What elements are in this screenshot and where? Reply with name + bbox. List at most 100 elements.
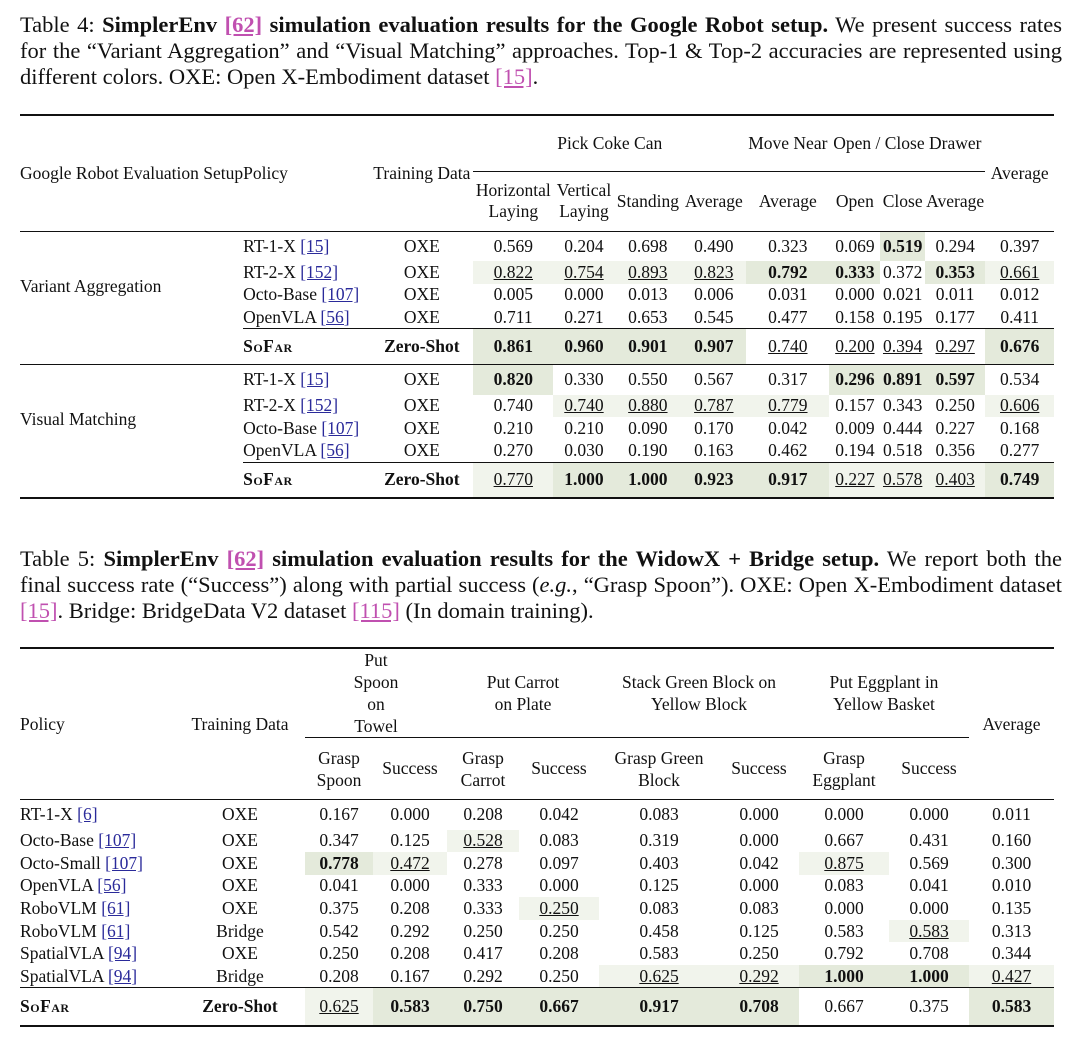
value-cell: 0.208 bbox=[390, 898, 430, 919]
table5-caption-ref2-link[interactable]: [15] bbox=[20, 598, 58, 623]
value-cell: 0.042 bbox=[539, 804, 579, 825]
citation-link[interactable]: [107] bbox=[321, 417, 360, 438]
t5-header-success-spoon: Success bbox=[382, 758, 438, 778]
policy-name: Octo-Small bbox=[20, 852, 106, 873]
value-cell: 0.545 bbox=[694, 306, 734, 327]
value-cell: 0.661 bbox=[985, 261, 1054, 284]
citation-link[interactable]: [152] bbox=[300, 261, 339, 282]
table-row: RoboVLM [61] Bridge 0.542 0.292 0.250 0.250 0.… bbox=[20, 919, 1054, 943]
citation-link[interactable]: [107] bbox=[105, 852, 143, 873]
table4-caption: Table 4: SimplerEnv [62] simulation eval… bbox=[20, 12, 1062, 89]
table4-caption-ref-link[interactable]: [62] bbox=[224, 12, 263, 37]
value-cell: 0.200 bbox=[835, 336, 875, 356]
value-cell: 0.676 bbox=[985, 328, 1054, 365]
value-cell: 0.901 bbox=[614, 328, 682, 365]
value-cell: 0.823 bbox=[681, 261, 747, 284]
value-cell: 0.160 bbox=[991, 830, 1032, 851]
policy-cell-sofar: SoFar bbox=[243, 469, 293, 490]
citation-link[interactable]: [6] bbox=[77, 804, 98, 825]
citation-link[interactable]: [56] bbox=[97, 875, 127, 896]
citation-link[interactable]: [107] bbox=[321, 284, 360, 305]
citation-link[interactable]: [61] bbox=[101, 898, 131, 919]
citation-link[interactable]: [107] bbox=[98, 830, 137, 851]
policy-cell: Octo-Small [107] bbox=[20, 852, 175, 875]
value-cell: 0.356 bbox=[935, 440, 975, 460]
value-cell: 0.653 bbox=[628, 306, 668, 327]
value-cell: 0.317 bbox=[768, 369, 808, 390]
t5-header-put-carrot: Put Carrot on Plate bbox=[447, 648, 599, 738]
value-cell: 0.157 bbox=[835, 395, 875, 416]
table4-caption-ref2-link[interactable]: [15] bbox=[495, 64, 533, 89]
citation-link[interactable]: [15] bbox=[300, 235, 330, 256]
t5-header-training-data: Training Data bbox=[191, 713, 289, 734]
value-cell: 0.000 bbox=[824, 804, 864, 825]
table5-caption-title-post: simulation evaluation results for the Wi… bbox=[264, 546, 880, 571]
value-cell: 0.578 bbox=[880, 462, 925, 498]
value-cell: 0.770 bbox=[473, 462, 554, 498]
value-cell: 0.168 bbox=[1000, 417, 1040, 438]
table5-caption-ref3-link[interactable]: [115] bbox=[352, 598, 400, 623]
citation-link[interactable]: [15] bbox=[300, 369, 330, 390]
value-cell: 0.698 bbox=[628, 235, 668, 256]
value-cell: 0.347 bbox=[319, 830, 359, 851]
training-data-cell: OXE bbox=[403, 284, 440, 305]
value-cell: 0.270 bbox=[493, 440, 533, 460]
value-cell: 0.125 bbox=[639, 875, 679, 896]
value-cell: 0.375 bbox=[909, 995, 949, 1016]
value-cell: 0.333 bbox=[829, 261, 881, 284]
value-cell: 0.083 bbox=[824, 875, 864, 896]
training-data-cell: OXE bbox=[222, 852, 258, 873]
value-cell: 0.042 bbox=[768, 417, 808, 438]
t5-header-grasp-spoon: Grasp Spoon bbox=[316, 747, 362, 790]
value-cell: 0.917 bbox=[599, 987, 719, 1026]
value-cell: 0.250 bbox=[519, 897, 599, 920]
citation-link[interactable]: [94] bbox=[107, 943, 138, 964]
t4-header-move-near: Move Near bbox=[746, 115, 830, 172]
value-cell: 0.778 bbox=[305, 852, 373, 875]
value-cell: 0.820 bbox=[473, 364, 554, 395]
table-row-sofar: SoFar Zero-Shot 0.861 0.960 0.901 0.907 0.740 0… bbox=[20, 328, 1054, 365]
value-cell: 0.083 bbox=[639, 898, 679, 919]
policy-cell: OpenVLA [56] bbox=[20, 875, 175, 898]
value-cell: 0.330 bbox=[564, 369, 604, 390]
table-row: RoboVLM [61] OXE 0.375 0.208 0.333 0.250 0.083… bbox=[20, 897, 1054, 920]
value-cell: 0.880 bbox=[614, 394, 682, 417]
value-cell: 0.000 bbox=[739, 875, 779, 896]
table4: Google Robot Evaluation Setup Policy Tra… bbox=[20, 114, 1054, 499]
t4-header-open-close-drawer: Open / Close Drawer bbox=[829, 115, 986, 172]
value-cell: 0.458 bbox=[639, 920, 679, 941]
value-cell: 0.041 bbox=[909, 875, 949, 896]
citation-link[interactable]: [94] bbox=[107, 965, 138, 986]
policy-name: SpatialVLA bbox=[20, 965, 108, 986]
citation-link[interactable]: [152] bbox=[300, 395, 339, 416]
citation-link[interactable]: [61] bbox=[101, 920, 131, 941]
citation-link[interactable]: [56] bbox=[320, 306, 350, 327]
value-cell: 0.167 bbox=[390, 965, 430, 986]
value-cell: 0.208 bbox=[319, 965, 359, 986]
policy-cell: RT-2-X [152] bbox=[243, 261, 370, 284]
table-row: RT-2-X [152] OXE 0.740 0.740 0.880 0.787 0.779… bbox=[20, 394, 1054, 417]
table-row: RT-1-X [6] OXE 0.167 0.000 0.208 0.042 0.083 0.… bbox=[20, 799, 1054, 830]
value-cell: 0.030 bbox=[564, 440, 604, 460]
table5-caption-ref-link[interactable]: [62] bbox=[226, 546, 265, 571]
training-data-cell: OXE bbox=[403, 235, 440, 256]
value-cell: 0.227 bbox=[829, 462, 881, 498]
citation-link[interactable]: [56] bbox=[320, 440, 350, 460]
training-data-cell: Bridge bbox=[216, 965, 264, 986]
value-cell: 0.000 bbox=[390, 875, 430, 896]
t4-header-standing: Standing bbox=[616, 190, 679, 211]
value-cell: 0.519 bbox=[880, 231, 925, 261]
table-row: Visual Matching RT-1-X [15] OXE 0.820 0.330 0… bbox=[20, 364, 1054, 429]
value-cell: 0.294 bbox=[935, 235, 975, 256]
value-cell: 0.313 bbox=[991, 920, 1032, 941]
value-cell: 0.917 bbox=[746, 462, 830, 498]
value-cell: 0.250 bbox=[319, 943, 359, 964]
value-cell: 0.208 bbox=[463, 804, 503, 825]
value-cell: 0.569 bbox=[909, 852, 949, 873]
table-row-sofar: SoFar Zero-Shot 0.625 0.583 0.750 0.667 0.917 0… bbox=[20, 987, 1054, 1026]
table5-caption-label: Table 5: bbox=[20, 546, 104, 571]
value-cell: 1.000 bbox=[889, 965, 969, 988]
t5-header-put-eggplant: Put Eggplant in Yellow Basket bbox=[799, 648, 969, 738]
value-cell: 0.000 bbox=[739, 804, 779, 825]
training-data-cell: OXE bbox=[222, 875, 258, 896]
